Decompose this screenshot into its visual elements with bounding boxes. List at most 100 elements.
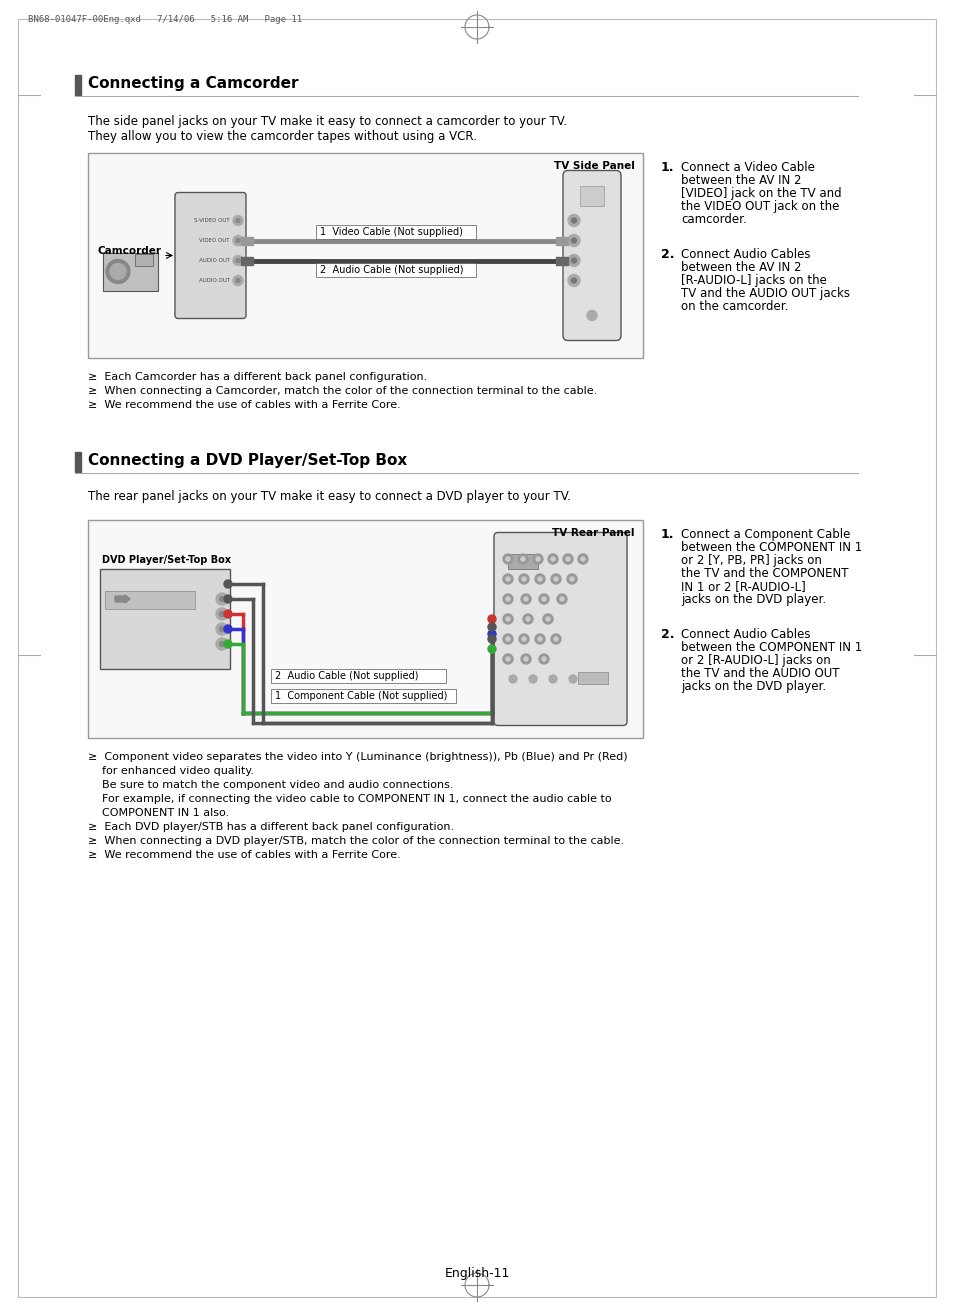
Text: Connect a Component Cable: Connect a Component Cable	[680, 529, 849, 540]
Bar	[135, 254, 152, 266]
Text: IN 1 or 2 [R-AUDIO-L]: IN 1 or 2 [R-AUDIO-L]	[680, 580, 805, 593]
Bar	[241, 237, 253, 245]
Circle shape	[233, 276, 243, 285]
Text: Connecting a DVD Player/Set-Top Box: Connecting a DVD Player/Set-Top Box	[88, 452, 407, 468]
Circle shape	[557, 594, 566, 604]
Circle shape	[219, 642, 224, 647]
Circle shape	[520, 558, 524, 562]
Circle shape	[525, 617, 530, 621]
Text: 1  Video Cable (Not supplied): 1 Video Cable (Not supplied)	[319, 226, 462, 237]
Text: S-VIDEO OUT: S-VIDEO OUT	[194, 218, 230, 224]
Circle shape	[567, 234, 579, 246]
Bar	[315, 263, 476, 276]
Circle shape	[571, 218, 576, 224]
Text: Connect a Video Cable: Connect a Video Cable	[680, 160, 814, 174]
Circle shape	[567, 275, 579, 287]
Text: jacks on the DVD player.: jacks on the DVD player.	[680, 680, 825, 693]
Circle shape	[521, 636, 525, 640]
Circle shape	[571, 277, 576, 283]
Text: between the COMPONENT IN 1: between the COMPONENT IN 1	[680, 640, 862, 654]
Circle shape	[547, 554, 558, 564]
Bar	[103, 252, 158, 291]
Text: ≥  We recommend the use of cables with a Ferrite Core.: ≥ We recommend the use of cables with a …	[88, 400, 400, 410]
Text: 1  Component Cable (Not supplied): 1 Component Cable (Not supplied)	[274, 690, 447, 701]
Circle shape	[551, 575, 560, 584]
Text: TV and the AUDIO OUT jacks: TV and the AUDIO OUT jacks	[680, 287, 849, 300]
Circle shape	[488, 644, 496, 654]
Circle shape	[548, 675, 557, 682]
Circle shape	[215, 608, 228, 619]
Bar	[271, 689, 456, 704]
Text: For example, if connecting the video cable to COMPONENT IN 1, connect the audio : For example, if connecting the video cab…	[88, 794, 611, 803]
Circle shape	[580, 558, 584, 562]
Circle shape	[537, 577, 541, 581]
Text: The rear panel jacks on your TV make it easy to connect a DVD player to your TV.: The rear panel jacks on your TV make it …	[88, 490, 571, 504]
Circle shape	[110, 263, 126, 280]
Text: English-11: English-11	[444, 1266, 509, 1279]
Bar	[556, 237, 567, 245]
Bar	[241, 256, 253, 264]
Circle shape	[488, 623, 496, 631]
Circle shape	[505, 617, 510, 621]
Text: TV Rear Panel: TV Rear Panel	[552, 529, 635, 538]
Text: TV Side Panel: TV Side Panel	[554, 160, 635, 171]
Circle shape	[568, 675, 577, 682]
Circle shape	[502, 594, 513, 604]
Circle shape	[521, 577, 525, 581]
Text: between the AV IN 2: between the AV IN 2	[680, 174, 801, 187]
Text: [VIDEO] jack on the TV and: [VIDEO] jack on the TV and	[680, 187, 841, 200]
FancyBboxPatch shape	[562, 171, 620, 341]
Bar	[75, 452, 81, 472]
Bar	[105, 590, 194, 609]
Text: ≥  When connecting a Camcorder, match the color of the connection terminal to th: ≥ When connecting a Camcorder, match the…	[88, 387, 597, 396]
Text: DVD Player/Set-Top Box: DVD Player/Set-Top Box	[102, 555, 231, 565]
Text: [R-AUDIO-L] jacks on the: [R-AUDIO-L] jacks on the	[680, 274, 826, 287]
Circle shape	[566, 575, 577, 584]
Circle shape	[533, 554, 542, 564]
Circle shape	[554, 577, 558, 581]
Bar	[88, 519, 642, 738]
Circle shape	[505, 658, 510, 661]
Text: ≥  Each Camcorder has a different back panel configuration.: ≥ Each Camcorder has a different back pa…	[88, 372, 427, 381]
Text: the VIDEO OUT jack on the: the VIDEO OUT jack on the	[680, 200, 839, 213]
Circle shape	[224, 625, 232, 633]
Circle shape	[518, 575, 529, 584]
Circle shape	[578, 554, 587, 564]
Circle shape	[565, 558, 569, 562]
Text: 1.: 1.	[660, 160, 674, 174]
Circle shape	[233, 235, 243, 246]
Bar	[271, 669, 446, 682]
Circle shape	[559, 597, 563, 601]
Text: VIDEO OUT: VIDEO OUT	[199, 238, 230, 243]
Text: 2  Audio Cable (Not supplied): 2 Audio Cable (Not supplied)	[319, 264, 463, 275]
Text: 1.: 1.	[660, 529, 674, 540]
Circle shape	[517, 554, 527, 564]
Bar	[556, 256, 567, 264]
Circle shape	[554, 636, 558, 640]
Text: ≥  When connecting a DVD player/STB, match the color of the connection terminal : ≥ When connecting a DVD player/STB, matc…	[88, 836, 623, 846]
Circle shape	[505, 577, 510, 581]
Circle shape	[520, 654, 531, 664]
Circle shape	[502, 634, 513, 644]
Text: or 2 [Y, PB, PR] jacks on: or 2 [Y, PB, PR] jacks on	[680, 554, 821, 567]
Circle shape	[523, 658, 527, 661]
Circle shape	[562, 554, 573, 564]
Bar	[578, 672, 607, 684]
Bar	[100, 569, 230, 669]
Circle shape	[538, 594, 548, 604]
Text: for enhanced video quality.: for enhanced video quality.	[88, 767, 253, 776]
Text: the TV and the COMPONENT: the TV and the COMPONENT	[680, 567, 847, 580]
Circle shape	[219, 611, 224, 617]
Circle shape	[571, 238, 576, 243]
Circle shape	[215, 623, 228, 635]
Circle shape	[520, 594, 531, 604]
Text: camcorder.: camcorder.	[680, 213, 746, 226]
Circle shape	[522, 614, 533, 625]
Circle shape	[215, 638, 228, 650]
Text: BN68-01047F-00Eng.qxd   7/14/06   5:16 AM   Page 11: BN68-01047F-00Eng.qxd 7/14/06 5:16 AM Pa…	[28, 14, 302, 24]
Circle shape	[537, 636, 541, 640]
Circle shape	[538, 654, 548, 664]
Circle shape	[505, 636, 510, 640]
Text: Connect Audio Cables: Connect Audio Cables	[680, 629, 810, 640]
Text: the TV and the AUDIO OUT: the TV and the AUDIO OUT	[680, 667, 839, 680]
